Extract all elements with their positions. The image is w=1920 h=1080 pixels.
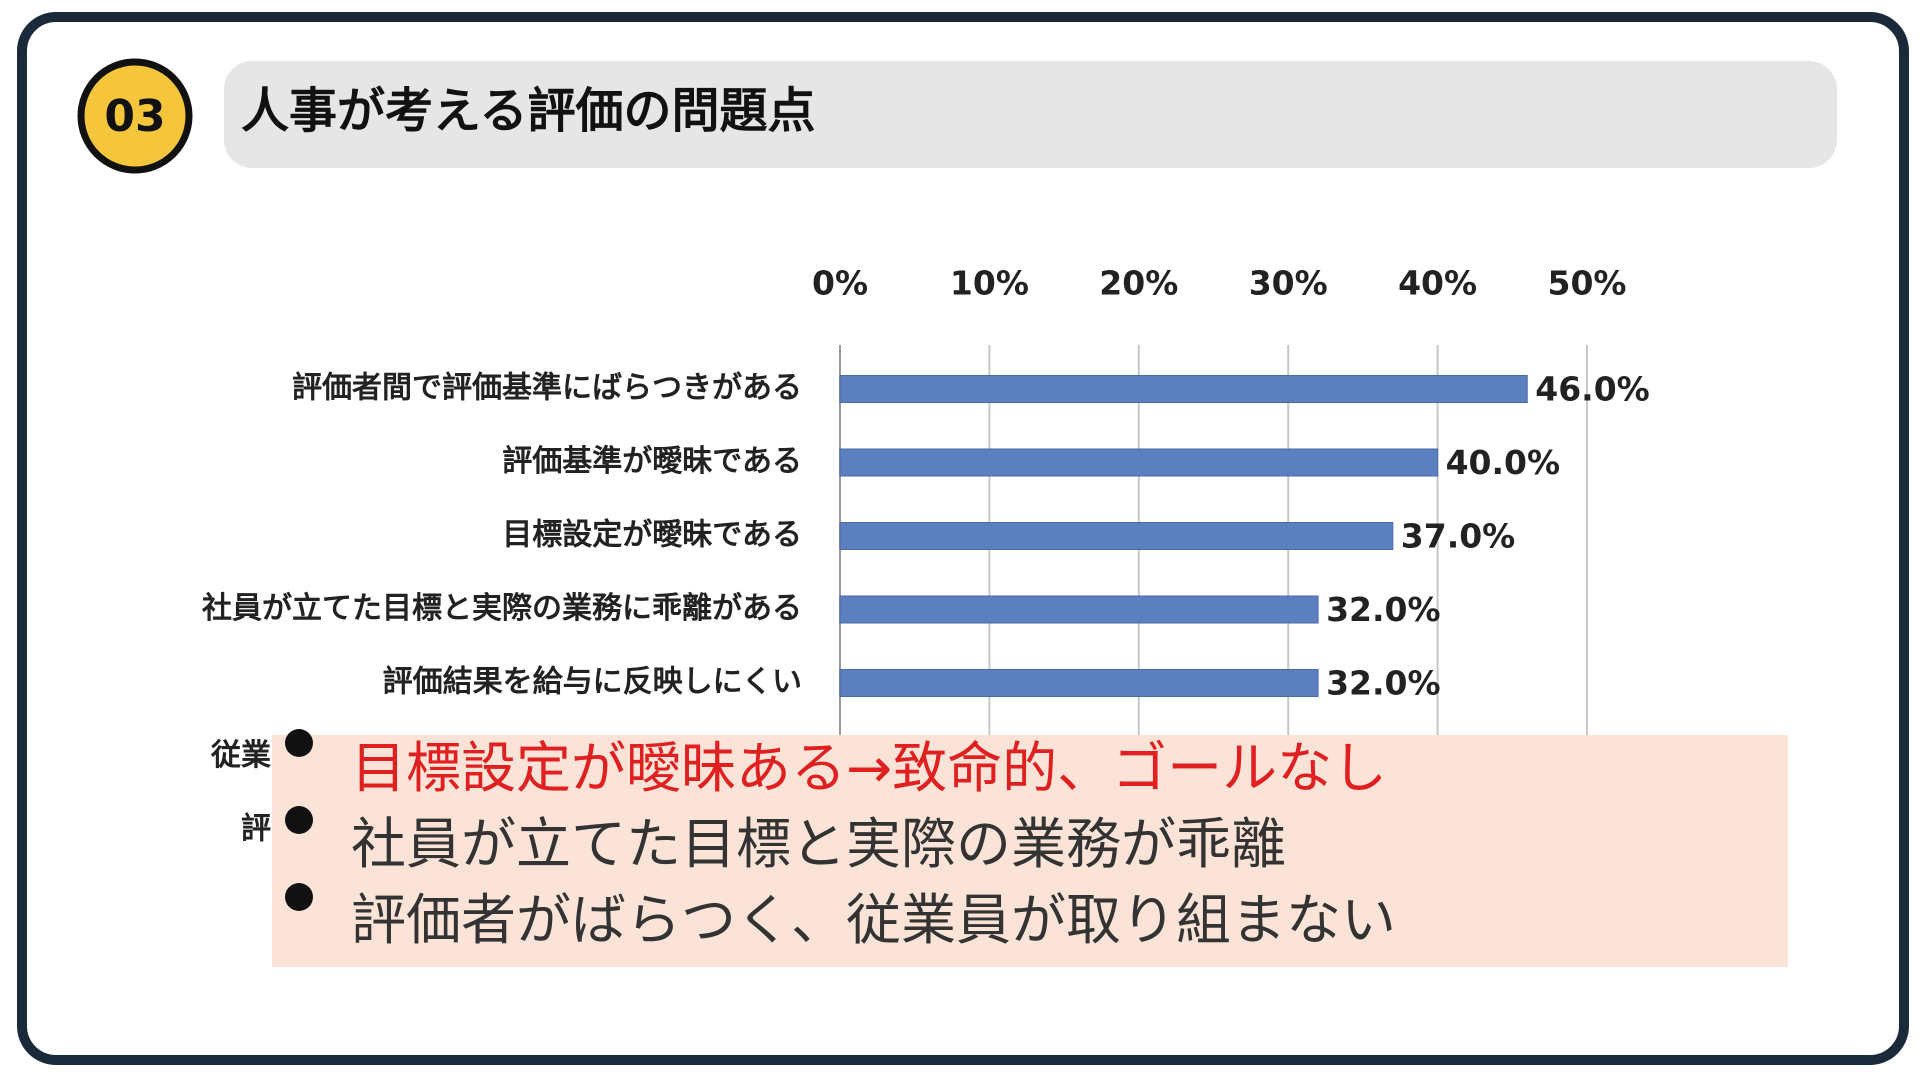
bar [839,375,1528,403]
y-tick-label: 社員が立てた目標と実際の業務に乖離がある [202,591,802,626]
data-label: 40.0% [1446,443,1561,482]
y-tick-label: 評価結果を給与に反映しにくい [383,665,802,700]
y-tick-label: 評 [241,812,271,847]
bar [839,522,1394,550]
bar [839,448,1439,477]
data-label: 37.0% [1401,517,1516,556]
data-label: 46.0% [1535,370,1650,409]
data-label: 32.0% [1326,590,1441,629]
notes: 目標設定が曖昧ある→致命的、ゴールなし社員が立てた目標と実際の業務が乖離評価者が… [272,729,1788,967]
bar [839,595,1319,624]
bullet [285,729,313,757]
header-bar [224,61,1837,168]
y-tick-label: 従業 [210,738,271,773]
y-tick-label: 目標設定が曖昧である [502,518,802,553]
y-tick-label: 評価者間で評価基準にばらつきがある [292,371,802,406]
badge-number: 03 [104,91,165,142]
bullet [285,806,313,834]
note-text: 社員が立てた目標と実際の業務が乖離 [351,812,1286,876]
notes-box [272,735,1788,967]
header-title: 人事が考える評価の問題点 [241,83,816,139]
x-tick-label: 50% [1548,264,1627,303]
note-text: 評価者がばらつく、従業員が取り組まない [351,888,1396,952]
x-tick-label: 30% [1249,264,1328,303]
bullet [285,883,313,911]
x-tick-label: 20% [1099,264,1178,303]
x-tick-label: 10% [950,264,1029,303]
note-text: 目標設定が曖昧ある→致命的、ゴールなし [351,736,1387,800]
number-badge [77,58,193,174]
y-tick-label: 評価基準が曖昧である [502,444,802,479]
x-tick-label: 0% [812,264,868,303]
data-label: 32.0% [1326,664,1441,703]
bar [839,669,1319,697]
x-tick-label: 40% [1398,264,1477,303]
